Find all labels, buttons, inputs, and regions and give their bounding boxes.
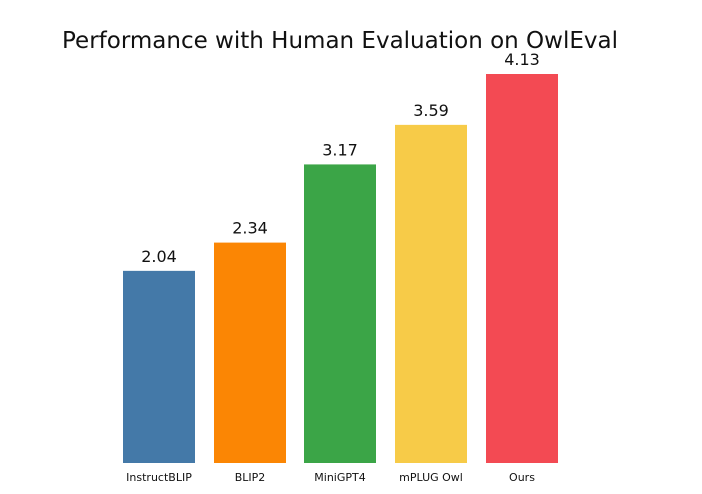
bar-ours (486, 74, 558, 463)
value-label: 3.17 (322, 140, 358, 159)
value-label: 2.34 (232, 219, 268, 238)
bar-mplug-owl (395, 124, 467, 463)
x-tick-label: Ours (509, 471, 535, 484)
value-labels-group: 2.04 2.34 3.17 3.59 4.13 (141, 50, 540, 266)
chart-title: Performance with Human Evaluation on Owl… (62, 28, 618, 54)
bar-minigpt4 (304, 164, 376, 463)
x-tick-label: mPLUG Owl (399, 471, 463, 484)
value-label: 4.13 (504, 50, 540, 69)
bar-blip2 (214, 242, 286, 463)
bar-instructblip (123, 270, 195, 463)
value-label: 3.59 (413, 101, 449, 120)
bars-group (123, 74, 558, 463)
value-label: 2.04 (141, 247, 177, 266)
x-tick-label: MiniGPT4 (314, 471, 365, 484)
x-tick-labels-group: InstructBLIP BLIP2 MiniGPT4 mPLUG Owl Ours (126, 471, 535, 484)
x-tick-label: InstructBLIP (126, 471, 192, 484)
x-tick-label: BLIP2 (235, 471, 266, 484)
